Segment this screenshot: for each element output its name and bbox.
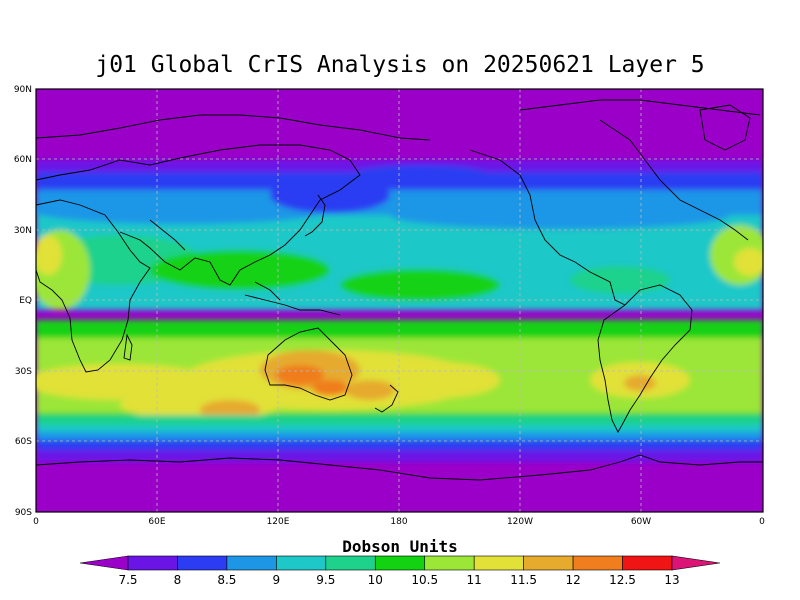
- colorbar-label: 9: [273, 573, 281, 587]
- lat-label: 60S: [15, 437, 32, 447]
- colorbar-label: 10.5: [411, 573, 438, 587]
- lon-label: 120W: [507, 517, 533, 527]
- lon-label: 60W: [631, 517, 651, 527]
- colorbar-swatch: [79, 555, 129, 571]
- colorbar-swatch: [177, 555, 228, 571]
- lat-label: 90N: [14, 85, 32, 95]
- colorbar-swatch: [226, 555, 277, 571]
- colorbar-label: 7.5: [118, 573, 137, 587]
- lat-label: 60N: [14, 155, 32, 165]
- colorbar-label: 12: [565, 573, 580, 587]
- map-title: j01 Global CrIS Analysis on 20250621 Lay…: [95, 52, 705, 78]
- lat-label: EQ: [19, 296, 32, 306]
- colorbar-title: Dobson Units: [342, 537, 458, 556]
- colorbar-swatch: [473, 555, 524, 571]
- colorbar-label: 12.5: [609, 573, 636, 587]
- coastlines: [35, 99, 763, 481]
- colorbar-swatch: [276, 555, 327, 571]
- colorbar-swatch: [325, 555, 376, 571]
- colorbar-swatch: [671, 555, 721, 571]
- lon-label: 120E: [267, 517, 290, 527]
- lat-label: 30N: [14, 226, 32, 236]
- colorbar-swatch: [374, 555, 426, 571]
- lon-label: 0: [759, 517, 765, 527]
- lon-label: 60E: [148, 517, 165, 527]
- colorbar-swatch: [127, 555, 178, 571]
- map-frame: [35, 88, 764, 513]
- gridlines: [36, 89, 763, 512]
- colorbar: 7.5 8 8.5 9 9.5 10 10.5 11 11.5 12 12.5 13: [79, 555, 721, 587]
- lat-label: 30S: [15, 367, 32, 377]
- ozone-field: [36, 89, 763, 512]
- lat-labels: 90N 60N 30N EQ 30S 60S 90S: [14, 85, 32, 518]
- colorbar-label: 9.5: [316, 573, 335, 587]
- colorbar-swatch: [424, 555, 475, 571]
- colorbar-swatch: [622, 555, 673, 571]
- colorbar-swatch: [523, 555, 574, 571]
- colorbar-label: 11: [467, 573, 482, 587]
- lon-label: 180: [390, 517, 407, 527]
- colorbar-swatch: [572, 555, 623, 571]
- lon-labels: 0 60E 120E 180 120W 60W 0: [33, 517, 765, 527]
- colorbar-label: 13: [664, 573, 679, 587]
- colorbar-label: 11.5: [510, 573, 537, 587]
- colorbar-label: 8.5: [217, 573, 236, 587]
- colorbar-label: 10: [368, 573, 383, 587]
- lat-label: 90S: [15, 508, 32, 518]
- lon-label: 0: [33, 517, 39, 527]
- colorbar-label: 8: [174, 573, 182, 587]
